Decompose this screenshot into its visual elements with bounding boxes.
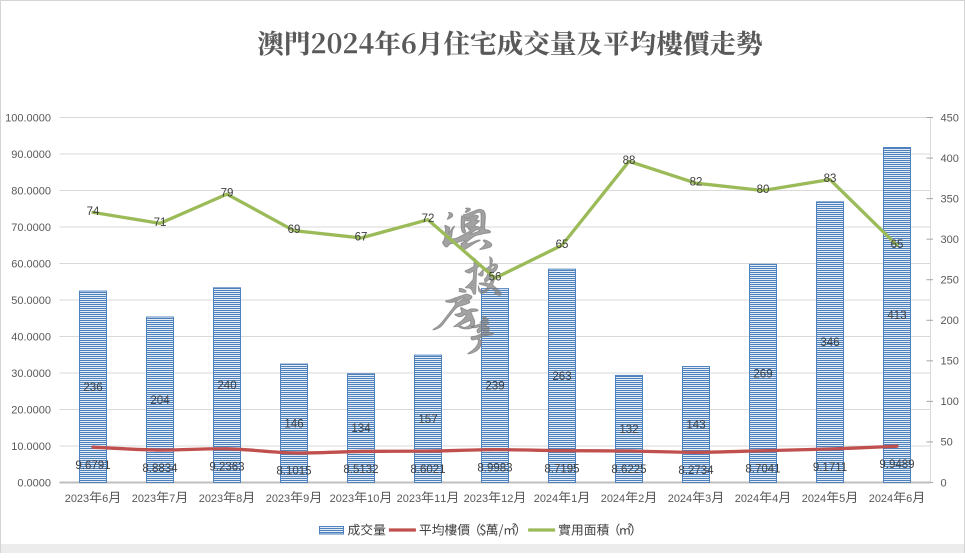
svg-text:80: 80 [757,184,770,196]
svg-text:10: 10 [367,493,379,505]
svg-text:8.7041: 8.7041 [745,464,780,476]
svg-text:350: 350 [941,193,959,205]
svg-text:4: 4 [772,493,778,505]
svg-text:8: 8 [236,493,242,505]
svg-text:2024: 2024 [668,493,692,505]
svg-text:100: 100 [941,396,959,408]
svg-text:143: 143 [686,420,705,432]
svg-text:9.6791: 9.6791 [75,460,110,472]
svg-text:2023: 2023 [65,493,89,505]
svg-text:2024: 2024 [534,493,558,505]
svg-text:70.0000: 70.0000 [11,222,51,234]
svg-text:2024: 2024 [869,493,893,505]
svg-text:8.9983: 8.9983 [477,462,512,474]
svg-text:60.0000: 60.0000 [11,258,51,270]
svg-text:6: 6 [102,493,108,505]
svg-text:132: 132 [619,424,638,436]
svg-text:250: 250 [941,275,959,287]
svg-text:9.2363: 9.2363 [209,462,244,474]
svg-text:2023: 2023 [132,493,156,505]
svg-text:2023: 2023 [199,493,223,505]
svg-text:9.1711: 9.1711 [813,462,847,474]
svg-text:8.1015: 8.1015 [276,466,311,478]
svg-text:71: 71 [154,217,167,229]
svg-text:50.0000: 50.0000 [11,295,51,307]
svg-text:56: 56 [489,272,502,284]
svg-text:82: 82 [690,177,703,189]
svg-text:200: 200 [941,315,959,327]
svg-text:67: 67 [355,231,368,243]
svg-text:3: 3 [705,493,711,505]
svg-text:0: 0 [941,477,947,489]
svg-text:10.0000: 10.0000 [11,441,51,453]
svg-text:8.5132: 8.5132 [343,464,378,476]
svg-text:0.0000: 0.0000 [17,477,51,489]
svg-text:20.0000: 20.0000 [11,404,51,416]
svg-text:2023: 2023 [397,493,421,505]
svg-text:204: 204 [150,395,170,407]
svg-text:50: 50 [941,437,953,449]
svg-text:1: 1 [571,493,577,505]
svg-text:90.0000: 90.0000 [11,149,51,161]
svg-text:8.6225: 8.6225 [611,464,646,476]
svg-text:146: 146 [284,418,303,430]
svg-text:2024: 2024 [601,493,625,505]
svg-text:7: 7 [169,493,175,505]
svg-text:240: 240 [217,380,236,392]
svg-text:8.6021: 8.6021 [410,464,445,476]
svg-text:9.9489: 9.9489 [879,459,914,471]
svg-text:80.0000: 80.0000 [11,185,51,197]
svg-text:74: 74 [87,206,100,218]
svg-text:88: 88 [623,155,636,167]
svg-text:9: 9 [303,493,309,505]
svg-text:83: 83 [824,173,837,185]
svg-text:8.7195: 8.7195 [544,463,579,475]
svg-text:2023: 2023 [464,493,488,505]
svg-text:300: 300 [941,234,959,246]
svg-text:65: 65 [556,239,569,251]
svg-text:134: 134 [351,423,371,435]
svg-text:5: 5 [839,493,845,505]
svg-text:269: 269 [753,368,772,380]
svg-text:100.0000: 100.0000 [5,112,51,124]
svg-text:413: 413 [887,310,906,322]
svg-text:346: 346 [820,337,839,349]
svg-text:236: 236 [83,382,102,394]
svg-text:2: 2 [638,493,644,505]
svg-text:150: 150 [941,356,959,368]
svg-text:72: 72 [422,213,435,225]
svg-text:8.2734: 8.2734 [678,465,714,477]
svg-text:11: 11 [434,493,446,505]
svg-text:157: 157 [418,414,437,426]
svg-text:12: 12 [501,493,513,505]
svg-text:2024: 2024 [802,493,826,505]
svg-text:450: 450 [941,112,959,124]
svg-text:239: 239 [485,381,504,393]
svg-text:65: 65 [891,239,904,251]
svg-text:30.0000: 30.0000 [11,368,51,380]
svg-text:263: 263 [552,371,571,383]
svg-text:8.8834: 8.8834 [142,463,178,475]
svg-text:400: 400 [941,153,959,165]
svg-text:69: 69 [288,224,301,236]
svg-text:40.0000: 40.0000 [11,331,51,343]
svg-text:2023: 2023 [330,493,354,505]
svg-text:2023: 2023 [266,493,290,505]
svg-text:2024: 2024 [735,493,759,505]
svg-text:79: 79 [221,188,234,200]
svg-text:6: 6 [906,493,912,505]
